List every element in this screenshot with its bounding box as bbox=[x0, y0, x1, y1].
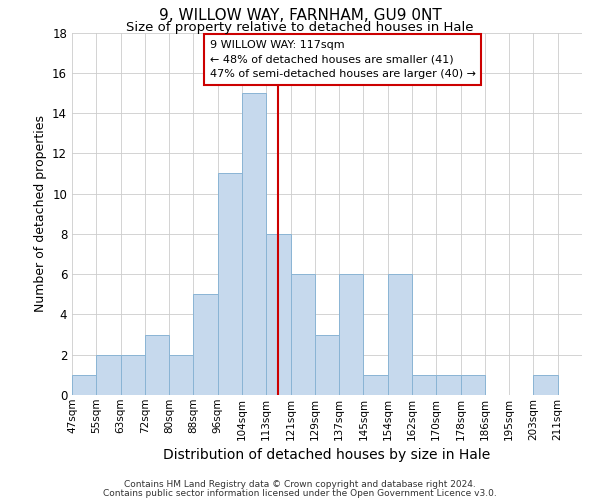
Bar bbox=[121, 354, 145, 395]
X-axis label: Distribution of detached houses by size in Hale: Distribution of detached houses by size … bbox=[163, 448, 491, 462]
Bar bbox=[315, 334, 339, 395]
Bar bbox=[461, 375, 485, 395]
Bar bbox=[72, 375, 96, 395]
Bar bbox=[388, 274, 412, 395]
Bar bbox=[169, 354, 193, 395]
Bar bbox=[290, 274, 315, 395]
Bar bbox=[339, 274, 364, 395]
Text: 9 WILLOW WAY: 117sqm
← 48% of detached houses are smaller (41)
47% of semi-detac: 9 WILLOW WAY: 117sqm ← 48% of detached h… bbox=[210, 40, 476, 80]
Text: Contains HM Land Registry data © Crown copyright and database right 2024.: Contains HM Land Registry data © Crown c… bbox=[124, 480, 476, 489]
Bar bbox=[412, 375, 436, 395]
Bar bbox=[145, 334, 169, 395]
Bar bbox=[266, 234, 290, 395]
Text: Size of property relative to detached houses in Hale: Size of property relative to detached ho… bbox=[126, 22, 474, 35]
Bar bbox=[364, 375, 388, 395]
Bar bbox=[218, 174, 242, 395]
Y-axis label: Number of detached properties: Number of detached properties bbox=[34, 116, 47, 312]
Bar bbox=[96, 354, 121, 395]
Text: Contains public sector information licensed under the Open Government Licence v3: Contains public sector information licen… bbox=[103, 488, 497, 498]
Bar bbox=[193, 294, 218, 395]
Bar bbox=[242, 93, 266, 395]
Bar bbox=[533, 375, 558, 395]
Text: 9, WILLOW WAY, FARNHAM, GU9 0NT: 9, WILLOW WAY, FARNHAM, GU9 0NT bbox=[158, 8, 442, 22]
Bar bbox=[436, 375, 461, 395]
